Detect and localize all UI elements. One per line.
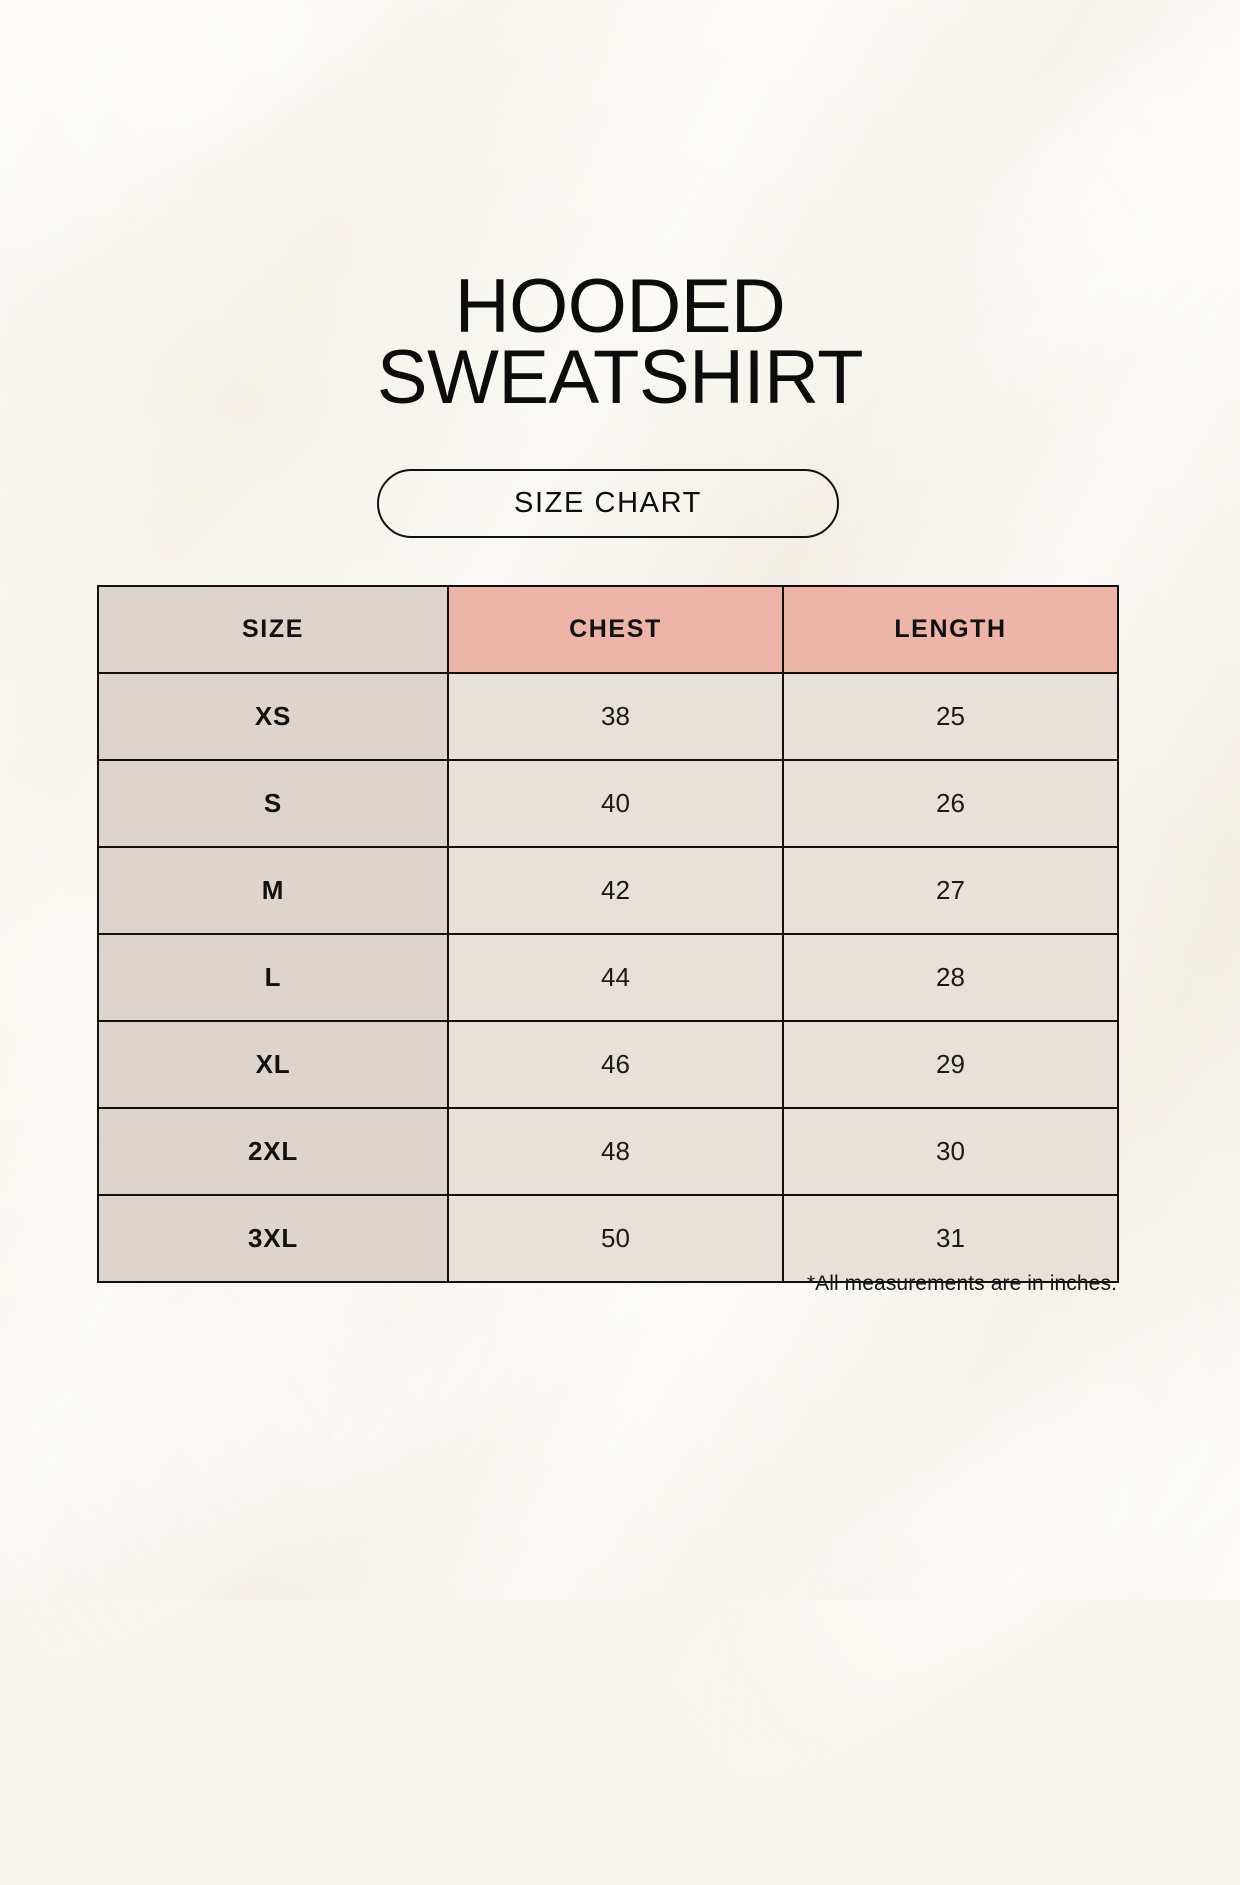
size-table-container: SIZE CHEST LENGTH XS 38 25 S 40 26 M — [97, 585, 1119, 1283]
column-header-size: SIZE — [97, 585, 449, 674]
cell-chest: 44 — [447, 933, 784, 1022]
cell-length: 26 — [782, 759, 1119, 848]
measurement-footnote: *All measurements are in inches. — [806, 1272, 1117, 1295]
table-row: XS 38 25 — [97, 672, 1119, 761]
table-row: 2XL 48 30 — [97, 1107, 1119, 1196]
table-row: L 44 28 — [97, 933, 1119, 1022]
cell-size: XS — [97, 672, 449, 761]
cell-size: XL — [97, 1020, 449, 1109]
cell-size: 2XL — [97, 1107, 449, 1196]
cell-chest: 50 — [447, 1194, 784, 1283]
cell-chest: 46 — [447, 1020, 784, 1109]
size-chart-badge-label: SIZE CHART — [514, 487, 702, 519]
table-row: 3XL 50 31 — [97, 1194, 1119, 1283]
size-table: SIZE CHEST LENGTH XS 38 25 S 40 26 M — [97, 585, 1119, 1283]
size-chart-badge: SIZE CHART — [377, 469, 839, 538]
table-header-row: SIZE CHEST LENGTH — [97, 585, 1119, 674]
background-streak — [541, 1215, 1240, 1885]
page-title: HOODED SWEATSHIRT — [376, 264, 864, 420]
cell-length: 28 — [782, 933, 1119, 1022]
cell-size: 3XL — [97, 1194, 449, 1283]
cell-chest: 38 — [447, 672, 784, 761]
cell-size: M — [97, 846, 449, 935]
table-row: XL 46 29 — [97, 1020, 1119, 1109]
cell-length: 30 — [782, 1107, 1119, 1196]
cell-length: 27 — [782, 846, 1119, 935]
size-table-body: XS 38 25 S 40 26 M 42 27 L 44 28 — [97, 672, 1119, 1283]
cell-size: L — [97, 933, 449, 1022]
cell-length: 25 — [782, 672, 1119, 761]
cell-length: 31 — [782, 1194, 1119, 1283]
cell-length: 29 — [782, 1020, 1119, 1109]
size-table-head: SIZE CHEST LENGTH — [97, 585, 1119, 674]
column-header-chest: CHEST — [447, 585, 784, 674]
cell-chest: 42 — [447, 846, 784, 935]
cell-chest: 48 — [447, 1107, 784, 1196]
table-row: M 42 27 — [97, 846, 1119, 935]
cell-size: S — [97, 759, 449, 848]
table-row: S 40 26 — [97, 759, 1119, 848]
column-header-length: LENGTH — [782, 585, 1119, 674]
cell-chest: 40 — [447, 759, 784, 848]
